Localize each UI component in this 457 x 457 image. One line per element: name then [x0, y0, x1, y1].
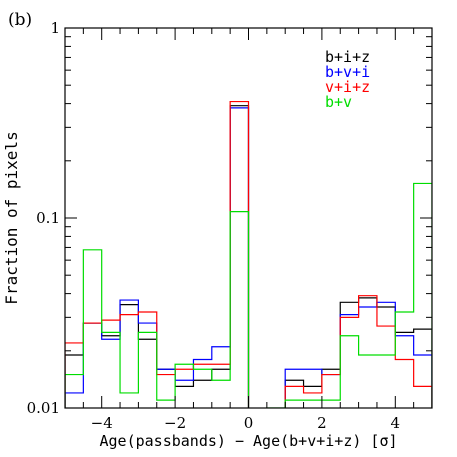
x-axis-label: Age(passbands) − Age(b+v+i+z) [σ]	[99, 432, 397, 450]
x-tick-label: −4	[91, 414, 113, 432]
x-tick-label: 0	[244, 414, 254, 432]
x-tick-label: 4	[391, 414, 401, 432]
series-layer	[65, 100, 432, 408]
panel-label: (b)	[8, 10, 33, 30]
x-tick-label: 2	[317, 414, 327, 432]
y-tick-label: 0.01	[27, 399, 60, 417]
y-tick-label: 0.1	[36, 209, 60, 227]
x-tick-label: −2	[164, 414, 186, 432]
legend-entry-v+i+z: v+i+z	[325, 78, 370, 96]
series-line-b+v	[65, 182, 432, 408]
legend-entry-b+v+i: b+v+i	[325, 63, 370, 81]
tick-layer: −4 −2 0 2 4 0.01 0.1 1	[27, 19, 433, 432]
y-axis-label: Fraction of pixels	[2, 131, 21, 304]
legend-entry-b+v: b+v	[325, 93, 352, 111]
y-tick-label: 1	[50, 19, 60, 37]
legend-entry-b+i+z: b+i+z	[325, 48, 370, 66]
legend: b+i+zb+v+iv+i+zb+v	[325, 48, 370, 111]
